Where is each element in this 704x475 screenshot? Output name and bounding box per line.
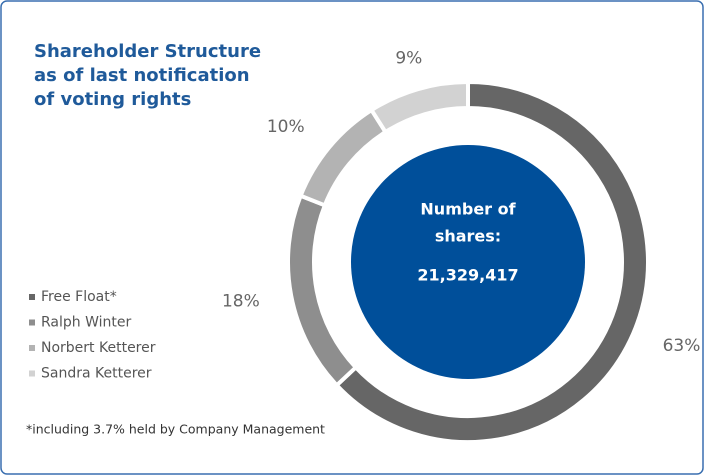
data-label: 9% xyxy=(395,48,422,68)
footnote: *including 3.7% held by Company Manageme… xyxy=(26,422,325,437)
data-label: 18% xyxy=(222,292,260,312)
chart-title: of voting rights xyxy=(34,89,191,110)
donut-segment xyxy=(333,79,650,444)
chart-title: Shareholder Structure xyxy=(34,41,261,62)
legend-label: Free Float* xyxy=(41,289,117,305)
legend-swatch xyxy=(29,319,35,326)
data-label: 63% xyxy=(663,336,701,356)
legend-label: Sandra Ketterer xyxy=(41,366,152,382)
center-circle xyxy=(351,145,585,379)
legend-label: Ralph Winter xyxy=(41,315,131,331)
center-value: 21,329,417 xyxy=(417,266,518,285)
center-label: shares: xyxy=(435,227,501,246)
legend-swatch xyxy=(29,370,35,377)
chart-title: as of last notification xyxy=(34,65,250,86)
data-label: 10% xyxy=(267,117,305,137)
legend-swatch xyxy=(29,294,35,300)
donut-segment xyxy=(368,79,470,135)
center-label: Number of xyxy=(420,200,516,219)
legend-label: Norbert Ketterer xyxy=(41,340,156,356)
legend-swatch xyxy=(29,345,35,351)
